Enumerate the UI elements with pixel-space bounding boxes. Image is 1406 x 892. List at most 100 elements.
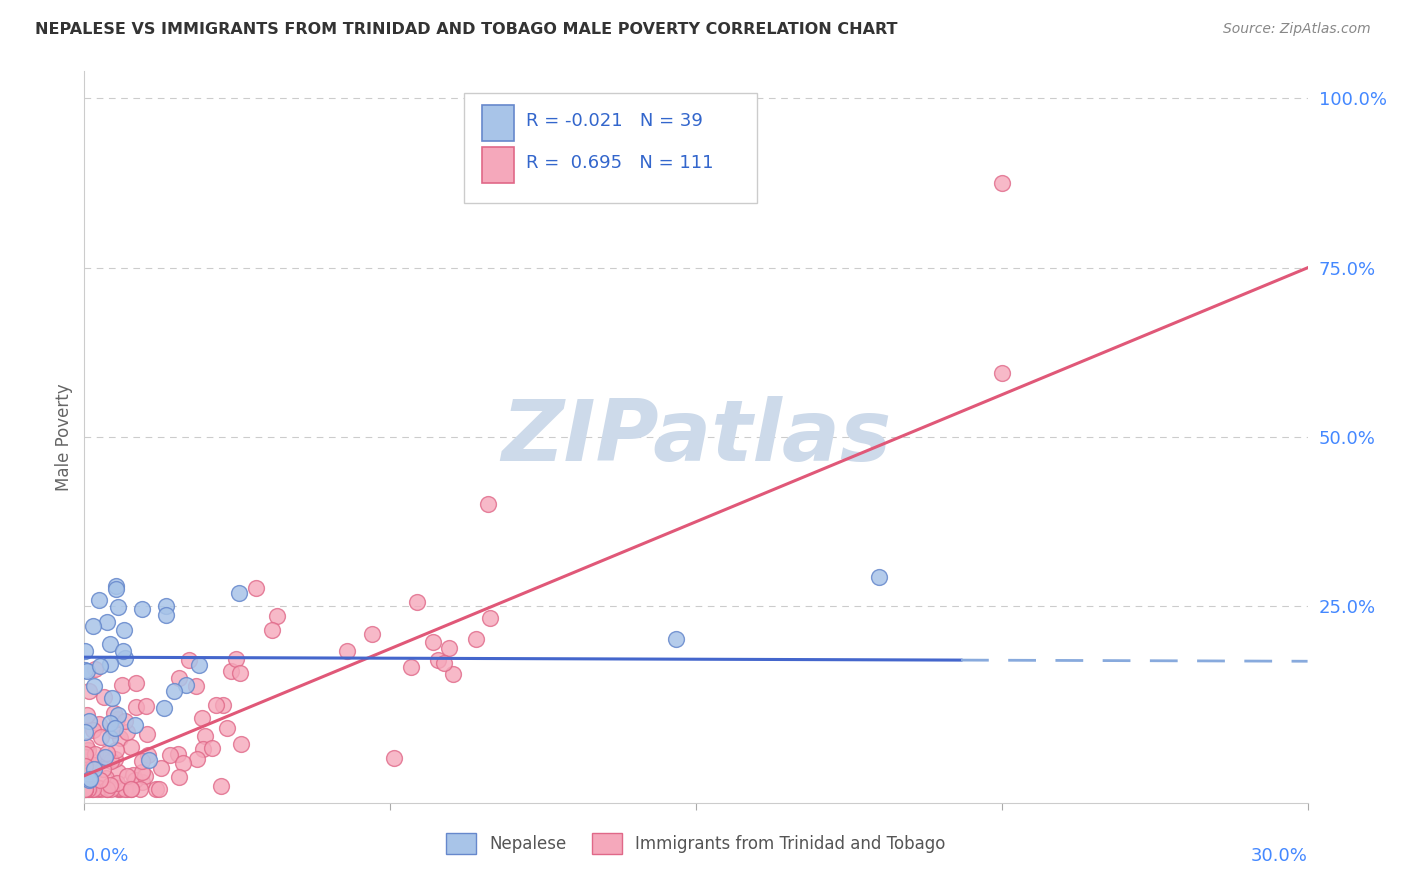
Text: R = -0.021   N = 39: R = -0.021 N = 39	[526, 112, 703, 130]
Point	[360, 626, 382, 640]
Point	[108, 780, 131, 795]
Point	[100, 782, 122, 797]
Point	[191, 742, 214, 756]
Point	[79, 782, 101, 797]
Point	[75, 753, 97, 767]
Point	[131, 602, 153, 616]
Point	[215, 721, 238, 735]
Point	[129, 782, 152, 797]
Point	[90, 730, 112, 744]
Point	[96, 782, 118, 797]
Point	[108, 731, 131, 745]
Point	[105, 582, 128, 596]
Point	[665, 632, 688, 647]
Point	[114, 782, 136, 797]
Point	[100, 715, 122, 730]
FancyBboxPatch shape	[482, 105, 513, 141]
Point	[111, 644, 134, 658]
Point	[219, 664, 242, 678]
FancyBboxPatch shape	[464, 94, 758, 203]
Text: ZIPatlas: ZIPatlas	[501, 395, 891, 479]
Point	[131, 754, 153, 768]
Point	[159, 748, 181, 763]
Point	[76, 665, 98, 679]
Point	[84, 662, 107, 676]
Point	[382, 750, 405, 764]
Point	[89, 773, 111, 788]
Point	[117, 724, 139, 739]
Point	[194, 730, 217, 744]
Point	[134, 769, 156, 783]
Point	[135, 727, 157, 741]
Point	[201, 740, 224, 755]
Y-axis label: Male Poverty: Male Poverty	[55, 384, 73, 491]
Point	[120, 740, 142, 755]
Point	[124, 772, 146, 787]
Point	[91, 763, 114, 777]
Point	[114, 714, 136, 728]
Point	[108, 782, 131, 797]
Point	[131, 765, 153, 780]
Point	[75, 747, 97, 761]
Point	[82, 618, 104, 632]
Point	[98, 657, 121, 671]
Point	[75, 739, 97, 754]
Point	[114, 651, 136, 665]
Point	[77, 714, 100, 728]
Point	[76, 782, 98, 797]
Point	[120, 782, 142, 797]
Point	[98, 731, 121, 745]
Point	[90, 782, 112, 797]
Point	[76, 782, 98, 797]
Point	[149, 761, 172, 775]
Point	[169, 671, 191, 685]
Point	[96, 782, 118, 797]
FancyBboxPatch shape	[482, 146, 513, 183]
Point	[869, 570, 891, 584]
Point	[83, 679, 105, 693]
Point	[138, 753, 160, 767]
Text: 30.0%: 30.0%	[1251, 847, 1308, 864]
Point	[262, 624, 284, 638]
Point	[94, 771, 117, 785]
Point	[104, 579, 127, 593]
Point	[145, 782, 167, 797]
Point	[115, 782, 138, 797]
Point	[98, 637, 121, 651]
Point	[91, 752, 114, 766]
Point	[75, 749, 97, 764]
Point	[111, 678, 134, 692]
Point	[336, 644, 359, 658]
Point	[101, 690, 124, 705]
Point	[135, 699, 157, 714]
Point	[75, 782, 97, 797]
Point	[190, 710, 212, 724]
Point	[184, 679, 207, 693]
Point	[163, 684, 186, 698]
Point	[105, 712, 128, 726]
Point	[167, 770, 190, 784]
Point	[172, 756, 194, 771]
Point	[77, 743, 100, 757]
Point	[120, 782, 142, 797]
Point	[121, 768, 143, 782]
Point	[107, 708, 129, 723]
Point	[87, 593, 110, 607]
Point	[101, 723, 124, 737]
Point	[229, 665, 252, 680]
Point	[405, 595, 427, 609]
Point	[79, 773, 101, 788]
Point	[155, 607, 177, 622]
Point	[100, 754, 122, 768]
Point	[80, 782, 103, 797]
Point	[82, 782, 104, 797]
Point	[427, 653, 450, 667]
Point	[83, 757, 105, 772]
Point	[89, 658, 111, 673]
Point	[75, 782, 97, 797]
Point	[107, 782, 129, 797]
Point	[98, 778, 121, 792]
Text: NEPALESE VS IMMIGRANTS FROM TRINIDAD AND TOBAGO MALE POVERTY CORRELATION CHART: NEPALESE VS IMMIGRANTS FROM TRINIDAD AND…	[35, 22, 897, 37]
Point	[225, 652, 247, 666]
Point	[479, 610, 502, 624]
